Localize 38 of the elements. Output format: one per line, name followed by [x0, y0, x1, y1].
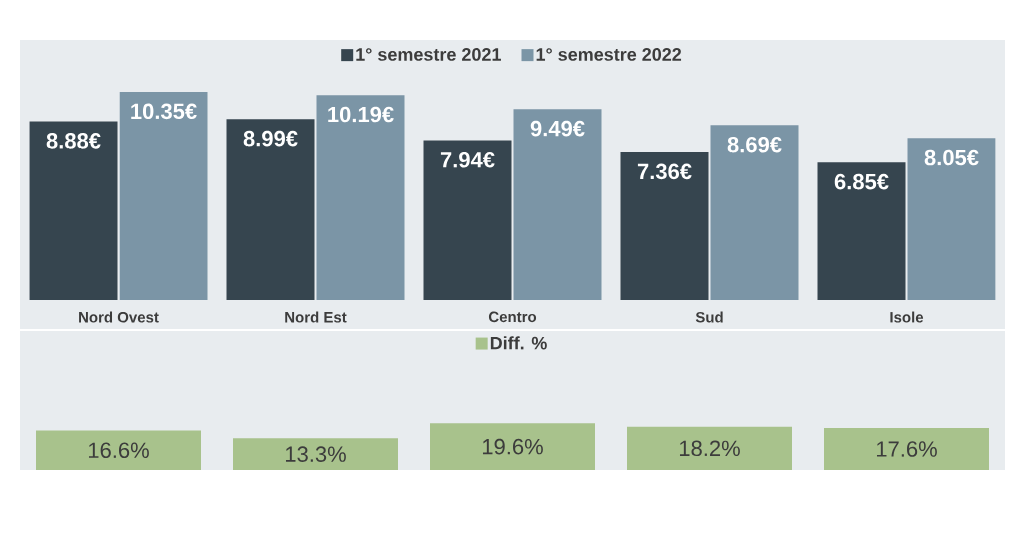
legend-label: 1° semestre 2021 [356, 48, 501, 61]
x-tick-label: Centro [488, 311, 537, 323]
data-label: 17.6% [876, 441, 937, 457]
legend-label: Diff. % [490, 336, 547, 350]
data-label: 6.85€ [834, 173, 889, 190]
data-label: 10.19€ [328, 106, 394, 123]
bar [233, 438, 399, 470]
bar [907, 138, 996, 300]
data-label: 18.2% [679, 440, 740, 457]
bar [824, 428, 990, 470]
bar [817, 162, 906, 300]
data-label: 7.94€ [440, 151, 495, 168]
data-label: 8.05€ [924, 149, 979, 166]
data-label: 7.36€ [637, 163, 692, 180]
bar [627, 426, 793, 470]
data-label: 9.49€ [530, 120, 585, 137]
bar [710, 125, 799, 300]
x-tick-label: Sud [695, 311, 723, 323]
bar [119, 92, 208, 300]
data-label: 8.99€ [243, 130, 298, 147]
bar [430, 423, 596, 470]
x-tick-label: Nord Est [285, 311, 347, 323]
data-label: 10.35€ [131, 103, 197, 120]
legend-label: 1° semestre 2022 [536, 48, 682, 61]
bar [620, 152, 709, 300]
data-label: 8.69€ [727, 136, 782, 153]
bar [513, 109, 602, 300]
bar [316, 95, 405, 300]
data-label: 8.88€ [46, 133, 101, 149]
data-label: 13.3% [285, 446, 346, 462]
data-label: 16.6% [88, 442, 149, 459]
bar [423, 140, 512, 300]
bar [36, 430, 201, 470]
x-tick-label: Nord Ovest [79, 311, 159, 323]
x-tick-label: Isole [890, 311, 924, 323]
bar [29, 121, 118, 300]
bar [226, 119, 315, 300]
data-label: 19.6% [482, 438, 543, 455]
